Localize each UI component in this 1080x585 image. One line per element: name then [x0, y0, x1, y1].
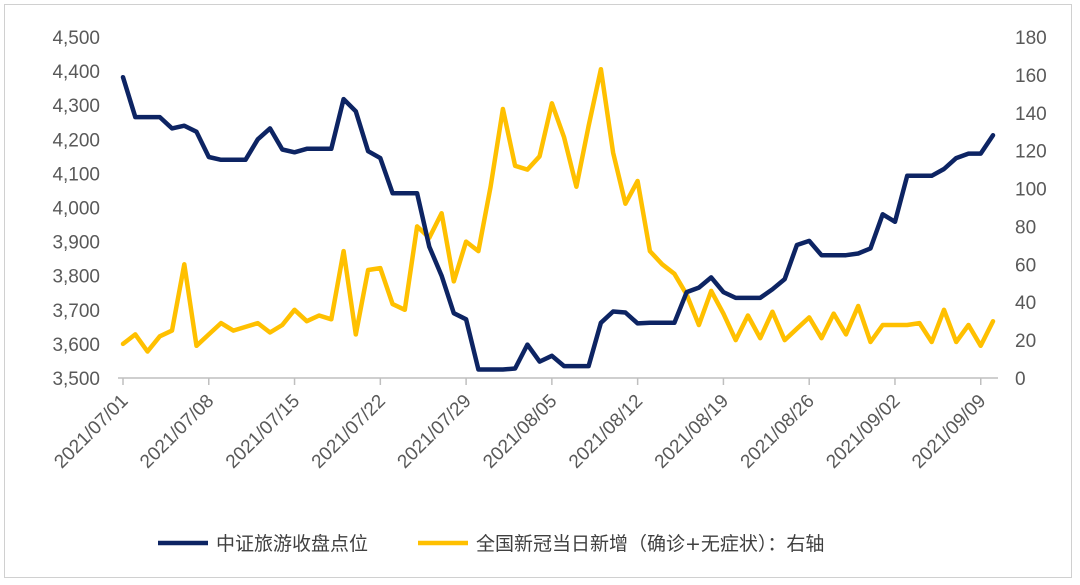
chart-frame — [4, 4, 1072, 578]
legend-item-covid-cases-label: 全国新冠当日新增（确诊+无症状）：右轴 — [476, 533, 824, 555]
right-axis-tick-label: 100 — [1015, 180, 1047, 201]
left-axis-tick-label: 3,800 — [52, 267, 100, 288]
x-axis-tick-label: 2021/07/08 — [136, 391, 218, 473]
series-lines — [120, 66, 996, 372]
series-line-tourism-index — [120, 74, 996, 372]
left-axis-tick-label: 4,300 — [52, 96, 100, 117]
x-axis-tick-label: 2021/09/02 — [822, 391, 904, 473]
left-axis-tick-label: 3,600 — [52, 335, 100, 356]
left-axis-tick-label: 4,500 — [52, 28, 100, 49]
left-axis-tick-label: 4,100 — [52, 164, 100, 185]
x-axis-tick-label: 2021/08/19 — [651, 391, 733, 473]
legend-item-tourism-index-label: 中证旅游收盘点位 — [216, 533, 368, 555]
x-axis-tick-label: 2021/08/12 — [565, 391, 647, 473]
left-axis-tick-label: 4,200 — [52, 130, 100, 151]
right-axis-tick-label: 80 — [1015, 217, 1036, 238]
x-axis-tick-label: 2021/07/29 — [394, 391, 476, 473]
legend: 中证旅游收盘点位 全国新冠当日新增（确诊+无症状）：右轴 — [158, 533, 824, 555]
left-axis-ticks: 3,500 3,600 3,700 3,800 3,900 4,000 4,100 4,200… — [52, 28, 100, 390]
right-axis-tick-label: 120 — [1015, 142, 1047, 163]
right-axis-tick-label: 0 — [1015, 369, 1026, 390]
left-axis-tick-label: 4,400 — [52, 62, 100, 83]
x-axis-tick-label: 2021/08/26 — [737, 391, 819, 473]
right-axis-ticks: 0 20 40 60 80 100 120 140 160 180 — [1015, 28, 1047, 390]
right-axis-tick-label: 140 — [1015, 104, 1047, 125]
x-axis-tick-label: 2021/07/22 — [308, 391, 390, 473]
right-axis-tick-label: 20 — [1015, 331, 1036, 352]
left-axis-tick-label: 4,000 — [52, 199, 100, 220]
series-line-covid-cases — [120, 66, 996, 354]
right-axis-tick-label: 180 — [1015, 28, 1047, 49]
x-axis: 2021/07/01 2021/07/08 2021/07/15 2021/07/22… — [50, 377, 998, 473]
x-axis-tick-label: 2021/07/15 — [222, 391, 304, 473]
x-axis-tick-label: 2021/09/09 — [908, 391, 990, 473]
x-axis-tick-label: 2021/07/01 — [50, 391, 132, 473]
left-axis-tick-label: 3,900 — [52, 233, 100, 254]
right-axis-tick-label: 160 — [1015, 66, 1047, 87]
right-axis-tick-label: 40 — [1015, 293, 1036, 314]
left-axis-tick-label: 3,500 — [52, 369, 100, 390]
left-axis-tick-label: 3,700 — [52, 301, 100, 322]
right-axis-tick-label: 60 — [1015, 255, 1036, 276]
x-axis-tick-label: 2021/08/05 — [479, 391, 561, 473]
